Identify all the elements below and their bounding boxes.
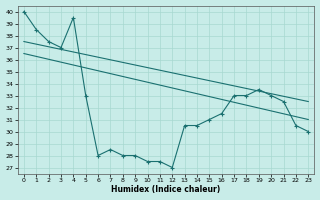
X-axis label: Humidex (Indice chaleur): Humidex (Indice chaleur): [111, 185, 221, 194]
